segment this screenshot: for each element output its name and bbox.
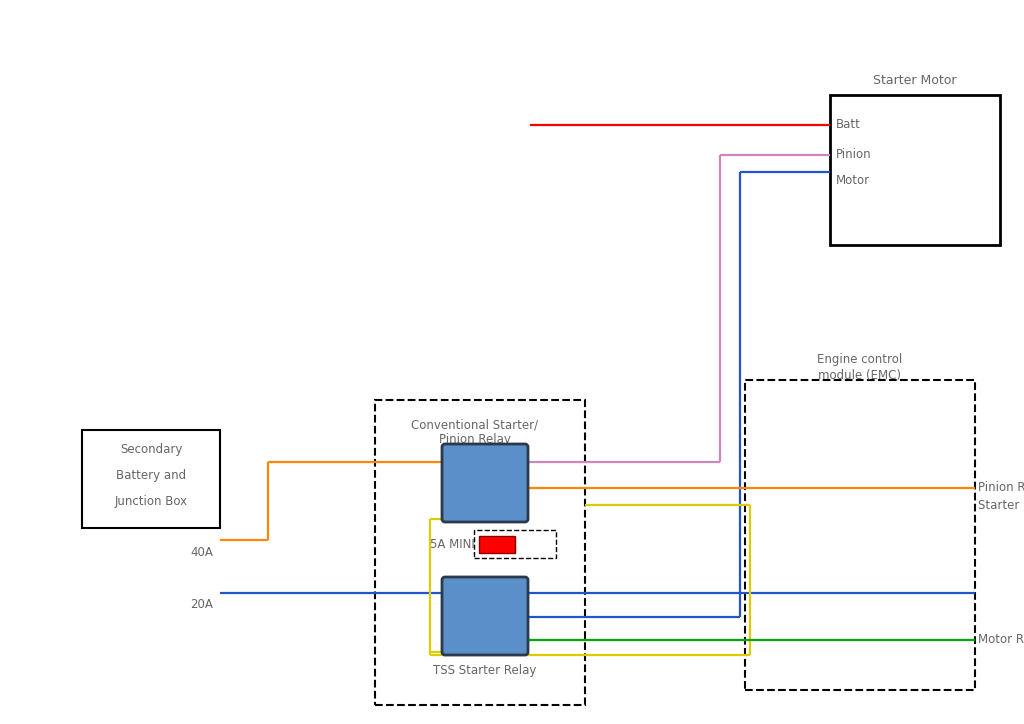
Bar [375, 400, 585, 705]
Text: Starter Motor: Starter Motor [873, 74, 956, 87]
Text: Engine control: Engine control [817, 353, 902, 366]
Bar [745, 380, 975, 690]
Text: Junction Box: Junction Box [115, 495, 187, 508]
Bar [82, 430, 220, 528]
Text: TSS Starter Relay: TSS Starter Relay [433, 664, 537, 677]
Text: Starter Relay Control: Starter Relay Control [978, 499, 1024, 511]
Text: Motor: Motor [836, 174, 870, 187]
Text: Pinion: Pinion [836, 148, 871, 161]
Text: Batt: Batt [836, 119, 861, 132]
Text: Pinion Relay Control: Pinion Relay Control [978, 481, 1024, 494]
Text: Conventional Starter/: Conventional Starter/ [412, 418, 539, 432]
Bar [474, 530, 556, 558]
Text: Pinion Relay: Pinion Relay [439, 434, 511, 447]
Text: 20A: 20A [190, 599, 213, 612]
Text: Battery and: Battery and [116, 469, 186, 482]
Text: 5A MINI: 5A MINI [430, 537, 475, 550]
Bar [479, 536, 515, 553]
Bar [830, 95, 1000, 245]
FancyBboxPatch shape [442, 444, 528, 522]
Text: module (EMC): module (EMC) [818, 369, 901, 382]
Text: Motor Relay Control: Motor Relay Control [978, 634, 1024, 647]
Text: Secondary: Secondary [120, 444, 182, 457]
Text: 40A: 40A [190, 545, 213, 558]
FancyBboxPatch shape [442, 577, 528, 655]
